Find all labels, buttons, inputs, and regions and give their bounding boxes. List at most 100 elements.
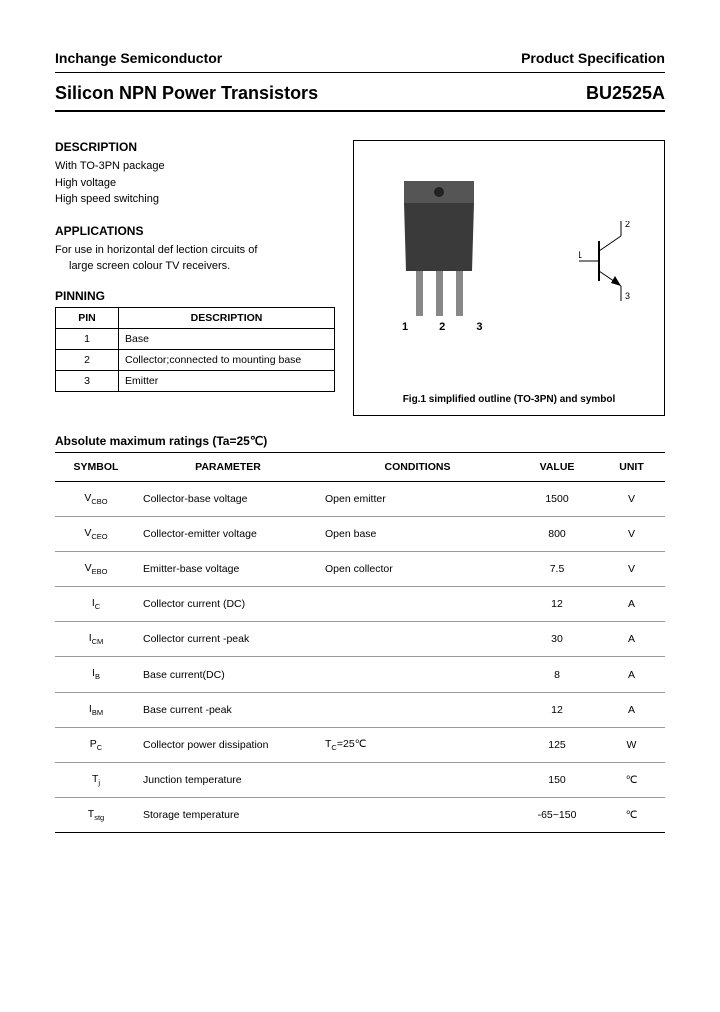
unit-cell: ℃ [598,797,665,832]
cond-cell [319,692,516,727]
apps-line2: large screen colour TV receivers. [55,258,335,275]
table-row: PCCollector power dissipationTC=25℃125W [55,727,665,762]
th-value: VALUE [516,453,598,482]
unit-cell: V [598,517,665,552]
desc-col-header: DESCRIPTION [119,307,335,328]
symbol-cell: IC [55,587,137,622]
param-cell: Collector current (DC) [137,587,319,622]
desc-item: With TO-3PN package [55,158,335,175]
value-cell: 30 [516,622,598,657]
value-cell: 12 [516,692,598,727]
value-cell: 800 [516,517,598,552]
ratings-heading: Absolute maximum ratings (Ta=25℃) [55,434,665,448]
th-unit: UNIT [598,453,665,482]
table-row: TjJunction temperature 150℃ [55,762,665,797]
table-row: ICCollector current (DC) 12A [55,587,665,622]
company-name: Inchange Semiconductor [55,50,222,66]
pin-number-labels: 1 2 3 [402,321,496,333]
th-conditions: CONDITIONS [319,453,516,482]
unit-cell: V [598,482,665,517]
desc-item: High speed switching [55,191,335,208]
table-row: VCBOCollector-base voltageOpen emitter15… [55,482,665,517]
table-row: 3 Emitter [56,370,335,391]
right-column: 1 2 3 1 2 3 [353,140,665,416]
desc-cell: Base [119,328,335,349]
cond-cell: Open collector [319,552,516,587]
pinning-table: PIN DESCRIPTION 1 Base 2 Collector;conne… [55,307,335,392]
table-row: 1 Base [56,328,335,349]
table-row: VCEOCollector-emitter voltageOpen base80… [55,517,665,552]
page-header: Inchange Semiconductor Product Specifica… [55,50,665,68]
table-row: TstgStorage temperature -65~150℃ [55,797,665,832]
value-cell: 7.5 [516,552,598,587]
param-cell: Collector-base voltage [137,482,319,517]
pinning-heading: PINNING [55,289,335,303]
doc-type: Product Specification [521,50,665,66]
unit-cell: A [598,622,665,657]
cond-cell: Open emitter [319,482,516,517]
value-cell: 8 [516,657,598,692]
cond-cell [319,797,516,832]
applications-heading: APPLICATIONS [55,224,335,238]
pin-cell: 1 [56,328,119,349]
th-symbol: SYMBOL [55,453,137,482]
param-cell: Emitter-base voltage [137,552,319,587]
svg-text:2: 2 [625,221,630,229]
symbol-cell: Tj [55,762,137,797]
unit-cell: W [598,727,665,762]
svg-text:1: 1 [579,250,582,260]
value-cell: 12 [516,587,598,622]
table-row: IBBase current(DC)8A [55,657,665,692]
unit-cell: A [598,692,665,727]
unit-cell: ℃ [598,762,665,797]
unit-cell: A [598,587,665,622]
symbol-cell: VEBO [55,552,137,587]
table-row: VEBOEmitter-base voltageOpen collector7.… [55,552,665,587]
table-row: ICMCollector current -peak 30A [55,622,665,657]
rule [55,72,665,73]
value-cell: 125 [516,727,598,762]
ratings-table: SYMBOL PARAMETER CONDITIONS VALUE UNIT V… [55,452,665,833]
desc-cell: Collector;connected to mounting base [119,349,335,370]
param-cell: Base current(DC) [137,657,319,692]
part-number: BU2525A [586,83,665,104]
symbol-cell: Tstg [55,797,137,832]
svg-text:3: 3 [625,291,630,301]
value-cell: -65~150 [516,797,598,832]
symbol-cell: IB [55,657,137,692]
symbol-cell: PC [55,727,137,762]
param-cell: Junction temperature [137,762,319,797]
cond-cell [319,587,516,622]
cond-cell: TC=25℃ [319,727,516,762]
param-cell: Storage temperature [137,797,319,832]
param-cell: Collector power dissipation [137,727,319,762]
npn-symbol-icon: 1 2 3 [579,221,639,301]
desc-cell: Emitter [119,370,335,391]
description-list: With TO-3PN package High voltage High sp… [55,158,335,208]
figure-box: 1 2 3 1 2 3 [353,140,665,416]
content-row: DESCRIPTION With TO-3PN package High vol… [55,140,665,416]
symbol-cell: VCBO [55,482,137,517]
left-column: DESCRIPTION With TO-3PN package High vol… [55,140,335,416]
table-row: IBMBase current -peak12A [55,692,665,727]
symbol-cell: VCEO [55,517,137,552]
pin-col-header: PIN [56,307,119,328]
value-cell: 1500 [516,482,598,517]
pin-cell: 3 [56,370,119,391]
applications-text: For use in horizontal def lection circui… [55,242,335,275]
param-cell: Collector current -peak [137,622,319,657]
pin-cell: 2 [56,349,119,370]
symbol-cell: ICM [55,622,137,657]
rule-thick [55,110,665,112]
cond-cell: Open base [319,517,516,552]
value-cell: 150 [516,762,598,797]
cond-cell [319,657,516,692]
product-title: Silicon NPN Power Transistors [55,83,318,104]
apps-line1: For use in horizontal def lection circui… [55,244,257,256]
figure-caption: Fig.1 simplified outline (TO-3PN) and sy… [354,394,664,405]
param-cell: Base current -peak [137,692,319,727]
desc-item: High voltage [55,175,335,192]
th-parameter: PARAMETER [137,453,319,482]
table-row: 2 Collector;connected to mounting base [56,349,335,370]
unit-cell: V [598,552,665,587]
